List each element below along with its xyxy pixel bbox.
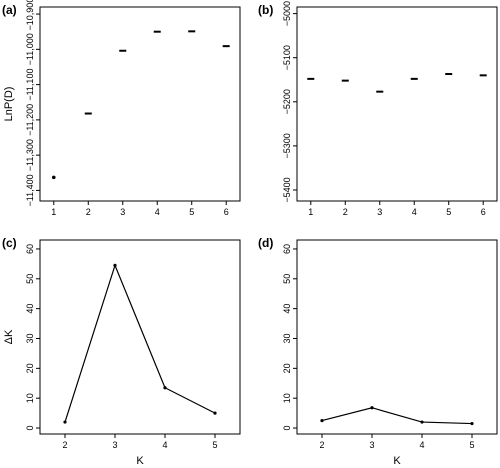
x-tick-label: 1: [51, 207, 56, 217]
plot-frame: [296, 6, 498, 202]
x-tick-label: 4: [162, 440, 167, 450]
y-tick-label: 60: [25, 244, 35, 254]
x-axis-title: K: [393, 455, 401, 467]
x-tick-label: 2: [86, 207, 91, 217]
data-point: [213, 411, 217, 415]
y-tick-label: 10: [25, 393, 35, 403]
panel-label: (a): [2, 3, 17, 17]
data-point: [113, 263, 117, 267]
y-tick-label: 0: [282, 426, 292, 431]
data-point: [63, 420, 67, 424]
data-point: [470, 421, 474, 426]
y-axis-title: LnP(D): [3, 87, 15, 122]
x-tick-label: 2: [319, 440, 324, 450]
panel-label: (c): [2, 236, 17, 250]
panel-a: (a) 1 2 3 4 5 6 −11,400 −11,300 −11,200 −11,100 −11…: [2, 0, 241, 217]
data-point: [370, 406, 374, 410]
x-tick-label: 6: [224, 207, 229, 217]
y-tick-label: 10: [282, 393, 292, 403]
x-tick-label: 5: [189, 207, 194, 217]
x-tick-label: 6: [481, 207, 486, 217]
panel-label: (b): [258, 3, 273, 17]
y-tick-label: −11,200: [25, 104, 35, 136]
y-tick-label: −10,900: [25, 0, 35, 30]
y-axis-title: ΔK: [3, 329, 15, 344]
y-tick-label: −11,300: [25, 139, 35, 171]
x-tick-label: 5: [212, 440, 217, 450]
data-point: [420, 420, 424, 424]
y-tick-label: −5200: [282, 89, 292, 114]
x-tick-label: 2: [62, 440, 67, 450]
y-tick-label: −11,100: [25, 69, 35, 101]
x-tick-label: 3: [377, 207, 382, 217]
series-line: [64, 263, 216, 423]
y-tick-label: 40: [282, 304, 292, 314]
y-tick-label: −5400: [282, 177, 292, 202]
x-tick-label: 1: [308, 207, 313, 217]
y-tick-label: −5100: [282, 45, 292, 70]
y-tick-label: 50: [25, 274, 35, 284]
plot-frame: [296, 239, 498, 435]
y-tick-label: −5000: [282, 1, 292, 26]
x-tick-label: 5: [446, 207, 451, 217]
data-point: [320, 418, 324, 423]
data-point: [51, 175, 56, 180]
plot-frame: [39, 239, 241, 435]
x-tick-label: 5: [469, 440, 474, 450]
x-tick-label: 2: [343, 207, 348, 217]
x-tick-label: 3: [120, 207, 125, 217]
y-tick-label: −5300: [282, 133, 292, 158]
y-tick-label: 50: [282, 274, 292, 284]
x-tick-label: 4: [155, 207, 160, 217]
x-tick-label: 4: [412, 207, 417, 217]
x-axis-title: K: [136, 455, 144, 467]
plot-frame: [39, 6, 241, 202]
data-point: [163, 386, 167, 390]
y-tick-label: 30: [25, 333, 35, 343]
panel-label: (d): [258, 236, 273, 250]
y-tick-label: 60: [282, 244, 292, 254]
y-tick-label: 40: [25, 304, 35, 314]
x-tick-label: 4: [419, 440, 424, 450]
y-tick-label: 20: [282, 363, 292, 373]
y-tick-label: 20: [25, 363, 35, 373]
panel-b: (b) 1 2 3 4 5 6 −5400 −5300 −5200 −5100 −5000: [258, 1, 498, 217]
y-tick-label: 0: [25, 426, 35, 431]
y-tick-label: −11,000: [25, 33, 35, 65]
series-line: [321, 407, 473, 425]
x-tick-label: 3: [369, 440, 374, 450]
y-tick-label: 30: [282, 333, 292, 343]
y-tick-label: −11,400: [25, 174, 35, 206]
x-tick-label: 3: [112, 440, 117, 450]
